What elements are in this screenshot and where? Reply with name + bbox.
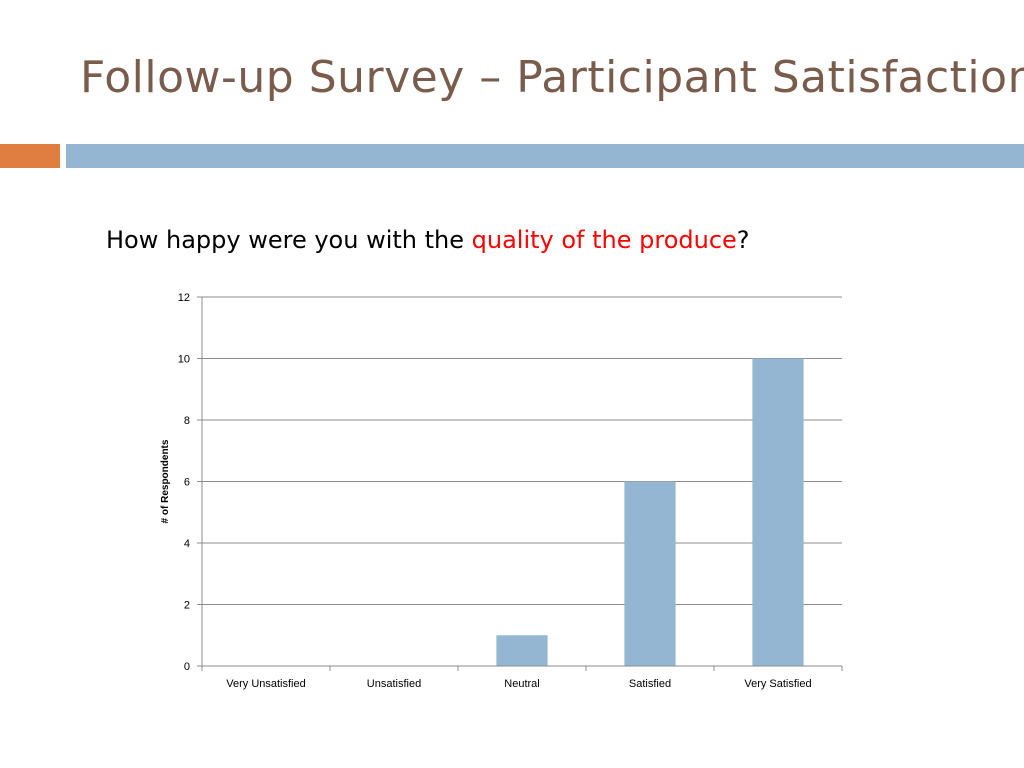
accent-bar-blue [66,144,1024,168]
question-highlight: quality of the produce [471,226,737,254]
x-tick-label: Unsatisfied [367,678,421,690]
y-tick-label: 12 [178,292,190,304]
x-tick-label: Very Satisfied [744,678,811,690]
y-tick-label: 6 [184,477,190,489]
y-axis-title: # of Respondents [160,439,171,523]
survey-question: How happy were you with the quality of t… [106,226,750,254]
axes [197,296,843,671]
gridlines [202,296,842,605]
question-suffix: ? [736,226,750,254]
y-tick-label: 0 [184,661,190,673]
x-tick-label: Very Unsatisfied [226,678,305,690]
accent-bar-orange [0,144,60,168]
x-tick-label: Satisfied [629,678,671,690]
bar-3 [624,481,676,666]
bars [496,358,804,666]
bar-2 [496,635,548,666]
question-prefix: How happy were you with the [106,226,472,254]
slide-title: Follow-up Survey – Participant Satisfact… [80,52,1024,103]
y-tick-label: 2 [184,600,190,612]
axis-labels: 0 2 4 6 8 10 12 Very Unsatisfied Unsatisfied Neut… [160,292,812,690]
x-tick-label: Neutral [504,678,539,690]
bar-4 [752,358,804,666]
y-tick-label: 10 [178,354,190,366]
y-tick-label: 4 [184,538,190,550]
y-tick-label: 8 [184,415,190,427]
